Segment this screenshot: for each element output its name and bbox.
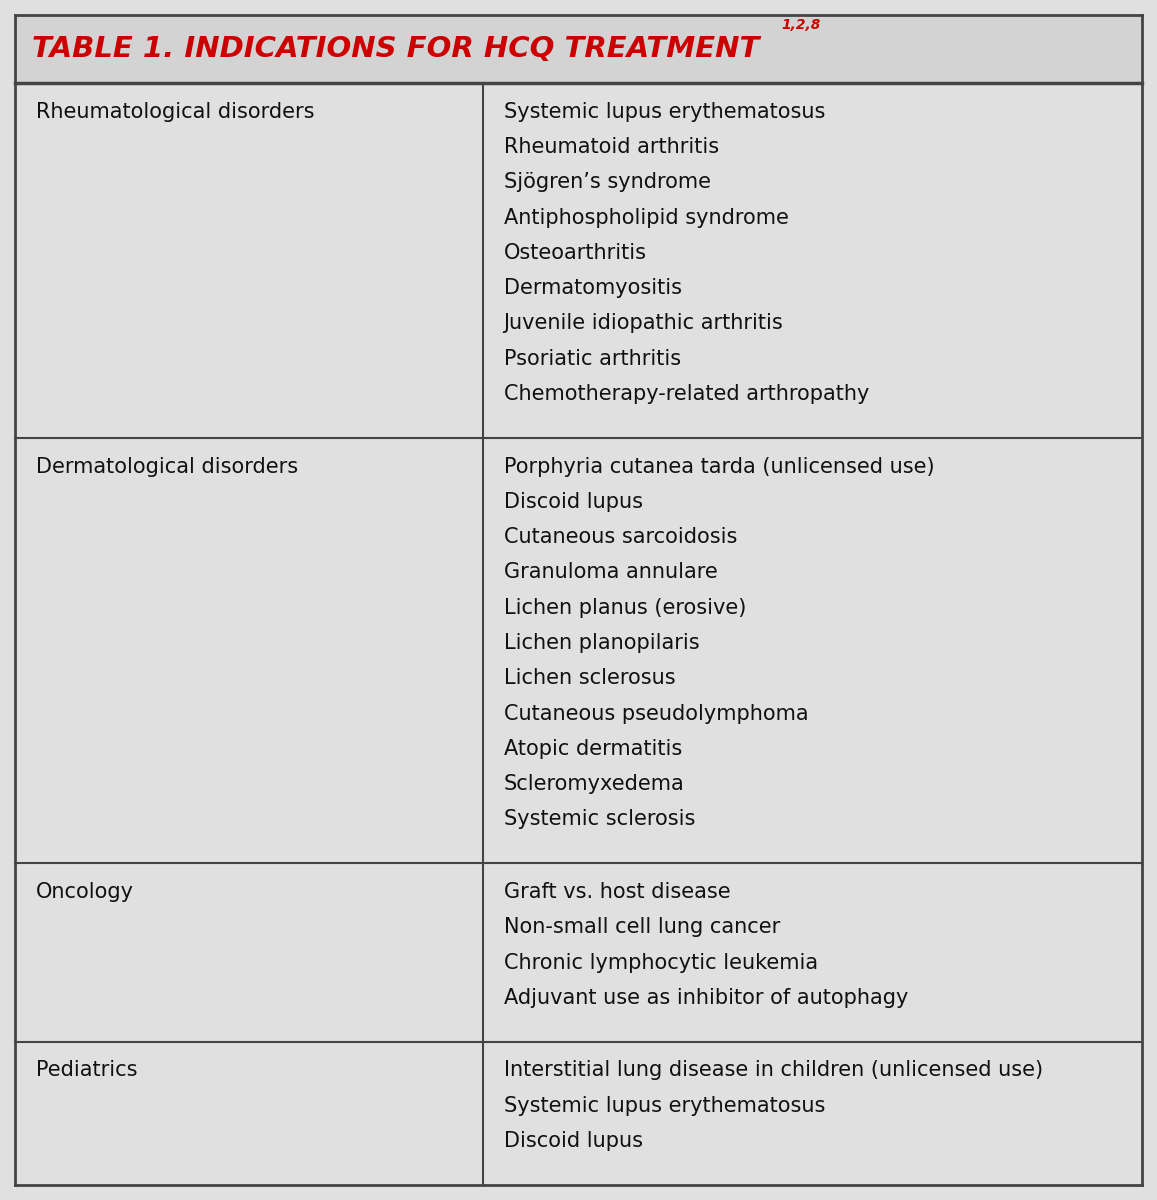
- Text: Pediatrics: Pediatrics: [36, 1061, 138, 1080]
- Text: Cutaneous pseudolymphoma: Cutaneous pseudolymphoma: [503, 703, 808, 724]
- Text: Sjögren’s syndrome: Sjögren’s syndrome: [503, 173, 710, 192]
- Text: Dermatological disorders: Dermatological disorders: [36, 456, 299, 476]
- Text: Systemic lupus erythematosus: Systemic lupus erythematosus: [503, 102, 825, 121]
- Text: Non-small cell lung cancer: Non-small cell lung cancer: [503, 917, 780, 937]
- Text: Porphyria cutanea tarda (unlicensed use): Porphyria cutanea tarda (unlicensed use): [503, 456, 934, 476]
- Text: Dermatomyositis: Dermatomyositis: [503, 278, 681, 298]
- Text: Systemic lupus erythematosus: Systemic lupus erythematosus: [503, 1096, 825, 1116]
- Text: Rheumatoid arthritis: Rheumatoid arthritis: [503, 137, 718, 157]
- Text: Atopic dermatitis: Atopic dermatitis: [503, 739, 681, 758]
- Text: Granuloma annulare: Granuloma annulare: [503, 563, 717, 582]
- Text: 1,2,8: 1,2,8: [781, 18, 820, 32]
- Text: Interstitial lung disease in children (unlicensed use): Interstitial lung disease in children (u…: [503, 1061, 1042, 1080]
- Text: TABLE 1. INDICATIONS FOR HCQ TREATMENT: TABLE 1. INDICATIONS FOR HCQ TREATMENT: [32, 35, 760, 62]
- Text: Oncology: Oncology: [36, 882, 134, 902]
- Text: Chronic lymphocytic leukemia: Chronic lymphocytic leukemia: [503, 953, 818, 972]
- Text: Discoid lupus: Discoid lupus: [503, 1132, 642, 1151]
- Text: Psoriatic arthritis: Psoriatic arthritis: [503, 349, 680, 368]
- Text: Graft vs. host disease: Graft vs. host disease: [503, 882, 730, 902]
- Text: Discoid lupus: Discoid lupus: [503, 492, 642, 512]
- Text: Scleromyxedema: Scleromyxedema: [503, 774, 684, 794]
- Text: Juvenile idiopathic arthritis: Juvenile idiopathic arthritis: [503, 313, 783, 334]
- Text: Chemotherapy-related arthropathy: Chemotherapy-related arthropathy: [503, 384, 869, 404]
- Text: Osteoarthritis: Osteoarthritis: [503, 242, 647, 263]
- Text: Rheumatological disorders: Rheumatological disorders: [36, 102, 315, 121]
- Text: Adjuvant use as inhibitor of autophagy: Adjuvant use as inhibitor of autophagy: [503, 988, 908, 1008]
- Text: Cutaneous sarcoidosis: Cutaneous sarcoidosis: [503, 527, 737, 547]
- Text: Systemic sclerosis: Systemic sclerosis: [503, 809, 695, 829]
- Bar: [15, 14, 1142, 83]
- Text: Lichen sclerosus: Lichen sclerosus: [503, 668, 676, 689]
- Text: Antiphospholipid syndrome: Antiphospholipid syndrome: [503, 208, 788, 228]
- Text: Lichen planopilaris: Lichen planopilaris: [503, 632, 699, 653]
- Text: Lichen planus (erosive): Lichen planus (erosive): [503, 598, 746, 618]
